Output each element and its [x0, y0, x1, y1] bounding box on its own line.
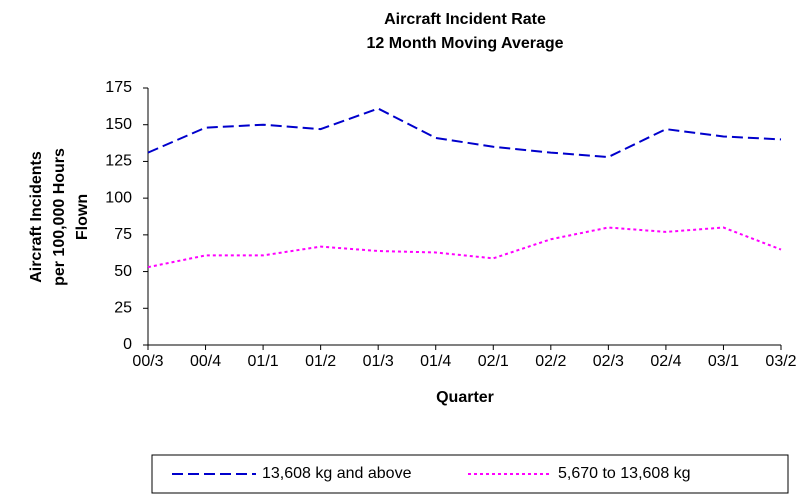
- legend-label: 5,670 to 13,608 kg: [558, 465, 691, 482]
- x-tick-label: 02/1: [478, 353, 509, 370]
- legend-label: 13,608 kg and above: [262, 465, 412, 482]
- y-tick-label: 25: [114, 300, 132, 317]
- x-tick-label: 02/4: [650, 353, 681, 370]
- x-tick-label: 01/1: [248, 353, 279, 370]
- legend-box: [151, 454, 789, 494]
- x-tick-label: 01/2: [305, 353, 336, 370]
- x-tick-label: 01/3: [363, 353, 394, 370]
- series-line: [147, 107, 782, 159]
- x-axis-label: Quarter: [436, 389, 494, 406]
- x-tick-label: 03/1: [708, 353, 739, 370]
- x-tick-label: 02/3: [593, 353, 624, 370]
- y-tick-label: 75: [114, 226, 132, 243]
- y-tick-label: 175: [105, 79, 132, 96]
- x-tick-label: 00/3: [132, 353, 163, 370]
- chart-title: Aircraft Incident Rate: [384, 11, 546, 28]
- y-axis-label-line: per 100,000 Hours: [51, 148, 68, 286]
- y-axis-label: Aircraft Incidents per 100,000 Hours Flo…: [28, 148, 91, 286]
- chart-subtitle: 12 Month Moving Average: [366, 35, 563, 52]
- x-tick-label: 01/4: [420, 353, 451, 370]
- y-tick-label: 50: [114, 263, 132, 280]
- y-tick-label: 100: [105, 189, 132, 206]
- y-tick-label: 125: [105, 153, 132, 170]
- y-tick-label: 0: [123, 336, 132, 353]
- x-tick-label: 02/2: [535, 353, 566, 370]
- y-tick-label: 150: [105, 116, 132, 133]
- series-line: [147, 226, 782, 269]
- x-tick-label: 03/2: [765, 353, 796, 370]
- x-tick-label: 00/4: [190, 353, 221, 370]
- y-axis-label-line: Flown: [74, 194, 91, 240]
- y-axis-label-line: Aircraft Incidents: [28, 151, 45, 283]
